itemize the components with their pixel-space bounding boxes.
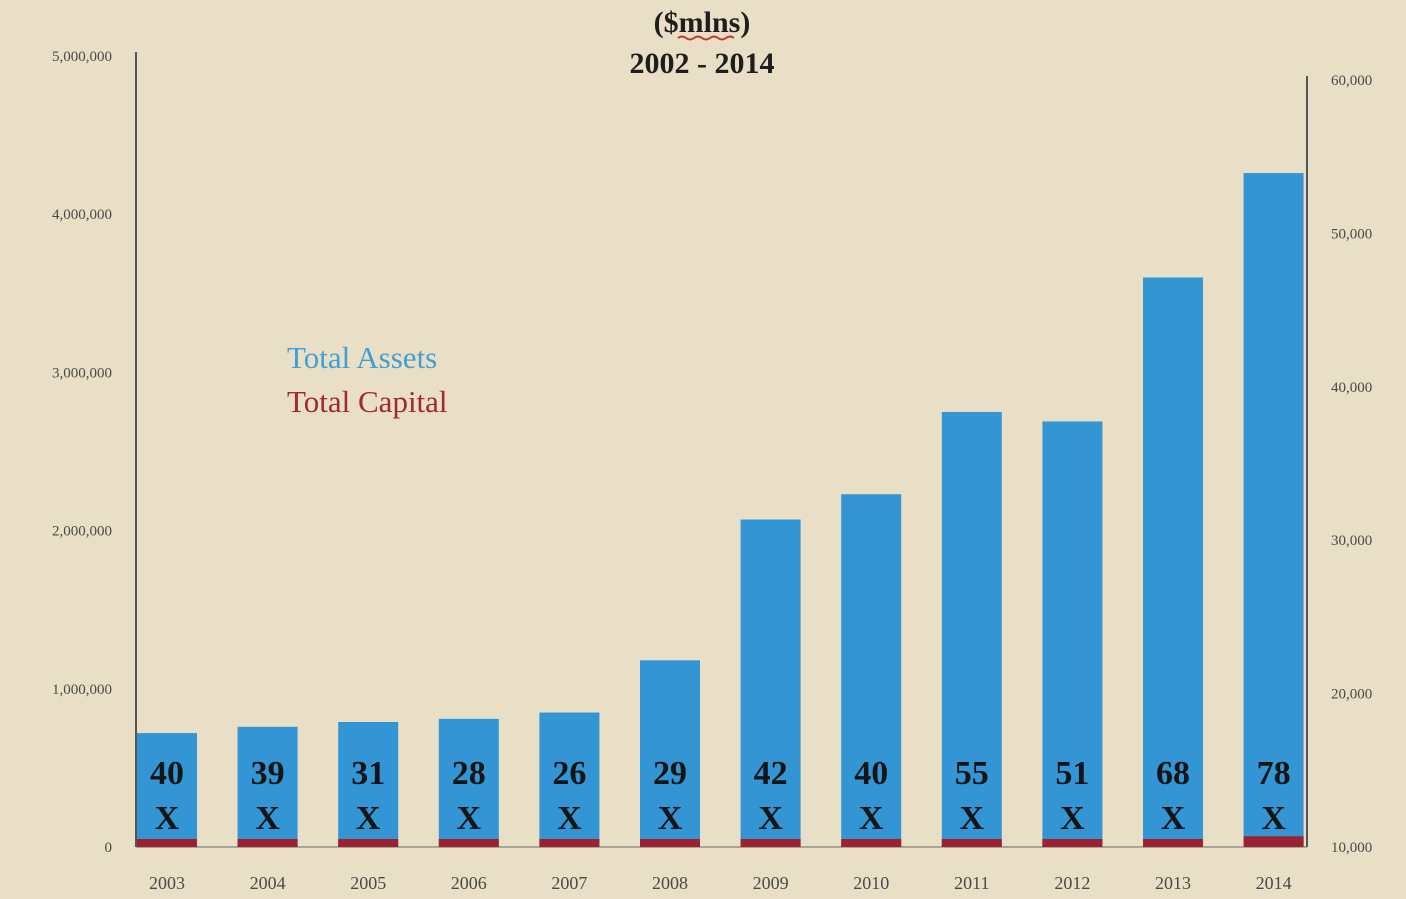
leverage-value: 26 xyxy=(552,755,586,792)
bar-total-capital xyxy=(640,839,700,847)
bar-total-assets xyxy=(740,519,801,847)
leverage-x: X xyxy=(1060,800,1085,837)
bar-total-assets xyxy=(438,718,499,847)
x-axis-ticks: 2003 2004 2005 2006 2007 2008 2009 2010 2011 2012… xyxy=(149,873,1292,893)
left-tick-label: 2,000,000 xyxy=(52,524,112,540)
leverage-x: X xyxy=(155,800,180,837)
bar-total-assets xyxy=(137,733,197,847)
left-tick-label: 1,000,000 xyxy=(52,682,112,698)
bar-total-capital xyxy=(740,839,801,847)
chart-subtitle: 2002 - 2014 xyxy=(630,47,775,80)
leverage-x: X xyxy=(859,800,884,837)
bar-total-capital xyxy=(1143,839,1203,847)
spellcheck-underline xyxy=(677,35,735,41)
right-tick-label: 50,000 xyxy=(1331,226,1372,242)
right-tick-label: 40,000 xyxy=(1331,380,1372,396)
left-tick-label: 3,000,000 xyxy=(52,365,112,381)
bar-total-capital xyxy=(539,839,600,847)
bar-total-capital xyxy=(1042,839,1103,847)
leverage-value: 28 xyxy=(452,755,486,792)
right-tick-label: 60,000 xyxy=(1331,73,1372,89)
bar-total-assets xyxy=(539,712,600,847)
bar-total-capital xyxy=(137,839,197,847)
leverage-x: X xyxy=(457,800,482,837)
bar-total-assets xyxy=(841,494,902,847)
leverage-x: X xyxy=(758,800,783,837)
leverage-x: X xyxy=(1261,800,1286,837)
bar-total-capital xyxy=(438,839,499,847)
leverage-value: 68 xyxy=(1156,755,1190,792)
leverage-value: 29 xyxy=(653,755,687,792)
bar-total-assets xyxy=(338,722,399,847)
leverage-value: 40 xyxy=(854,755,888,792)
legend-total-assets: Total Assets xyxy=(287,340,437,375)
right-tick-label: 10,000 xyxy=(1331,840,1372,856)
chart-title: ($mlns) xyxy=(654,6,751,39)
leverage-value: 78 xyxy=(1257,755,1291,792)
right-axis-ticks: 10,000 20,000 30,000 40,000 50,000 60,000 xyxy=(1331,73,1372,856)
leverage-value: 40 xyxy=(150,755,184,792)
left-tick-label: 4,000,000 xyxy=(52,207,112,223)
bar-total-assets xyxy=(1243,173,1304,847)
leverage-x: X xyxy=(255,800,280,837)
x-tick-label: 2007 xyxy=(551,873,587,893)
leverage-value: 51 xyxy=(1055,755,1089,792)
legend-total-capital: Total Capital xyxy=(287,384,448,419)
legend: Total Assets Total Capital xyxy=(287,340,448,419)
leverage-value: 55 xyxy=(955,755,989,792)
left-tick-label: 5,000,000 xyxy=(52,49,112,65)
x-tick-label: 2003 xyxy=(149,873,185,893)
x-tick-label: 2010 xyxy=(853,873,889,893)
x-tick-label: 2011 xyxy=(954,873,989,893)
leverage-value: 42 xyxy=(754,755,788,792)
bar-total-capital xyxy=(941,839,1002,847)
leverage-value: 39 xyxy=(251,755,285,792)
x-tick-label: 2013 xyxy=(1155,873,1191,893)
leverage-x: X xyxy=(658,800,683,837)
leverage-value: 31 xyxy=(351,755,385,792)
left-tick-label: 0 xyxy=(105,840,113,856)
leverage-x: X xyxy=(557,800,582,837)
left-axis-ticks: 0 1,000,000 2,000,000 3,000,000 4,000,000 5,0… xyxy=(52,49,112,856)
bar-total-assets xyxy=(1042,421,1103,847)
right-tick-label: 20,000 xyxy=(1331,687,1372,703)
bar-total-capital xyxy=(841,839,902,847)
x-tick-label: 2008 xyxy=(652,873,688,893)
x-tick-label: 2012 xyxy=(1054,873,1090,893)
right-tick-label: 30,000 xyxy=(1331,533,1372,549)
bar-total-capital xyxy=(237,839,298,847)
bar-total-assets xyxy=(640,660,700,847)
x-tick-label: 2009 xyxy=(753,873,789,893)
leverage-x: X xyxy=(1161,800,1186,837)
x-tick-label: 2006 xyxy=(451,873,487,893)
leverage-x: X xyxy=(960,800,985,837)
bar-total-capital xyxy=(338,839,399,847)
x-tick-label: 2014 xyxy=(1256,873,1292,893)
bar-total-assets xyxy=(237,726,298,847)
bars: 40 X 39 X 31 X 28 X 26 X 29 X 42 X 40 X 55 X 51 X 68 X 78 X xyxy=(137,173,1304,848)
bar-total-assets xyxy=(1143,277,1203,848)
x-tick-label: 2005 xyxy=(350,873,386,893)
bar-total-capital xyxy=(1243,836,1304,847)
x-tick-label: 2004 xyxy=(250,873,286,893)
bar-total-assets xyxy=(941,411,1002,847)
leverage-x: X xyxy=(356,800,381,837)
